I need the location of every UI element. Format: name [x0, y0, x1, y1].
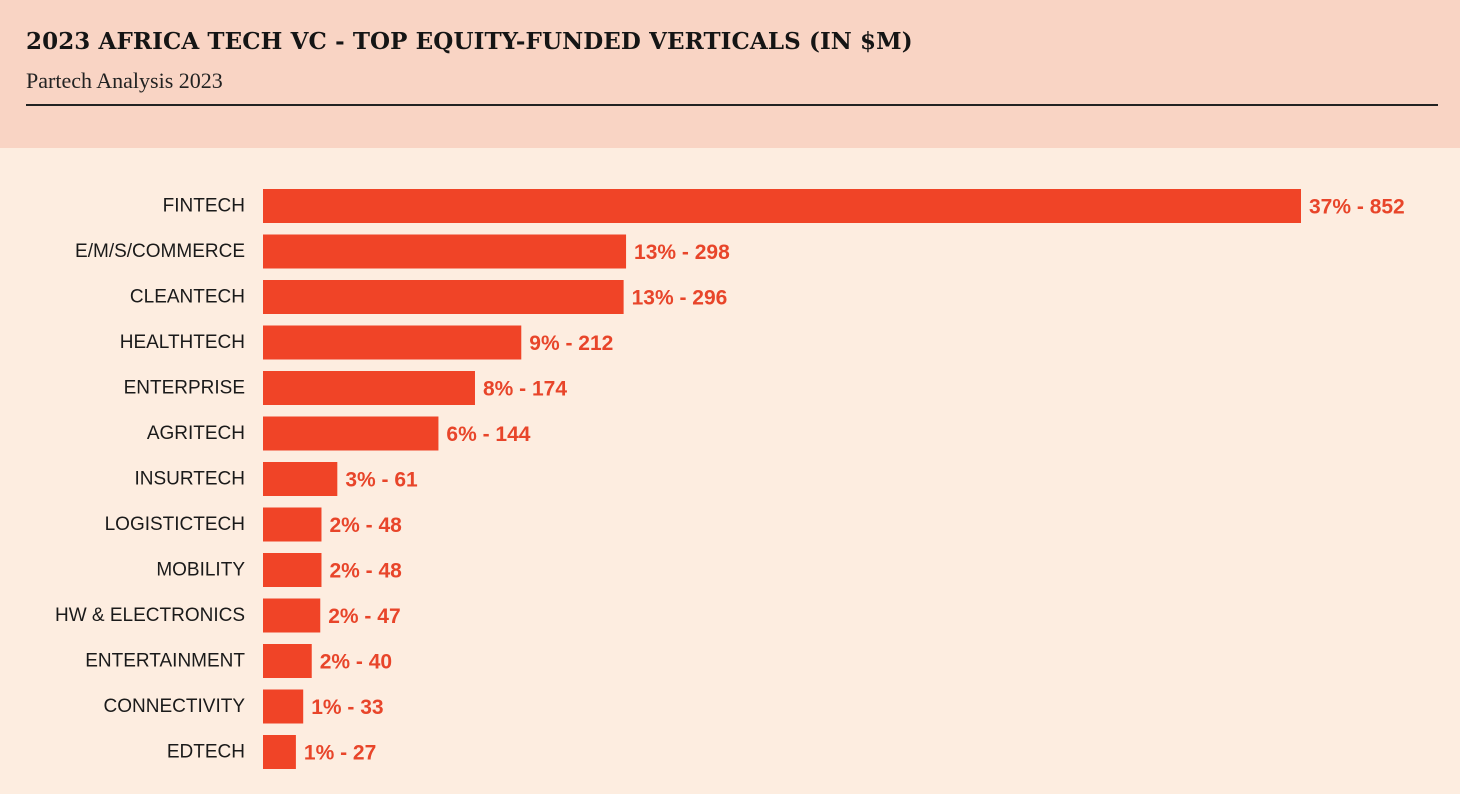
chart-header: 2023 AFRICA TECH VC - TOP EQUITY-FUNDED …: [0, 0, 1460, 148]
bar: [263, 416, 439, 451]
bar: [263, 462, 338, 496]
category-label: E/M/S/COMMERCE: [75, 241, 245, 262]
bar: [263, 735, 296, 769]
value-label: 1% - 33: [311, 696, 383, 719]
value-label: 2% - 47: [328, 605, 400, 628]
value-label: 13% - 296: [632, 287, 728, 310]
category-label: CLEANTECH: [130, 287, 245, 308]
bar: [263, 280, 624, 314]
category-label: FINTECH: [163, 196, 245, 217]
value-label: 13% - 298: [634, 241, 730, 264]
value-label: 8% - 174: [483, 378, 567, 401]
category-label: ENTERTAINMENT: [85, 651, 245, 672]
chart-subtitle: Partech Analysis 2023: [26, 68, 223, 93]
category-label: AGRITECH: [147, 423, 245, 444]
bar: [263, 325, 522, 360]
value-label: 2% - 40: [320, 651, 392, 674]
bars-group: FINTECH 37% - 852 E/M/S/COMMERCE 13% - 298 C…: [55, 189, 1405, 769]
category-label: ENTERPRISE: [124, 378, 245, 399]
bar: [263, 234, 627, 269]
bar: [263, 507, 322, 542]
value-label: 2% - 48: [329, 560, 402, 583]
value-label: 1% - 27: [304, 742, 376, 765]
category-label: EDTECH: [167, 742, 245, 763]
bar: [263, 553, 322, 587]
bar: [263, 189, 1301, 223]
bar: [263, 644, 312, 678]
category-label: CONNECTIVITY: [104, 696, 246, 717]
bar: [263, 689, 304, 724]
value-label: 3% - 61: [345, 469, 418, 492]
header-divider: [26, 104, 1438, 106]
value-label: 2% - 48: [329, 514, 402, 537]
bar: [263, 598, 321, 633]
category-label: MOBILITY: [156, 560, 245, 581]
chart-title: 2023 AFRICA TECH VC - TOP EQUITY-FUNDED …: [26, 28, 913, 55]
value-label: 9% - 212: [529, 332, 613, 355]
category-label: HEALTHTECH: [120, 332, 245, 353]
category-label: INSURTECH: [135, 469, 246, 490]
bar-chart: FINTECH 37% - 852 E/M/S/COMMERCE 13% - 298 C…: [55, 189, 1405, 769]
category-label: HW & ELECTRONICS: [55, 605, 245, 626]
category-label: LOGISTICTECH: [105, 514, 245, 535]
bar: [263, 371, 475, 405]
value-label: 37% - 852: [1309, 196, 1405, 219]
value-label: 6% - 144: [446, 423, 530, 446]
